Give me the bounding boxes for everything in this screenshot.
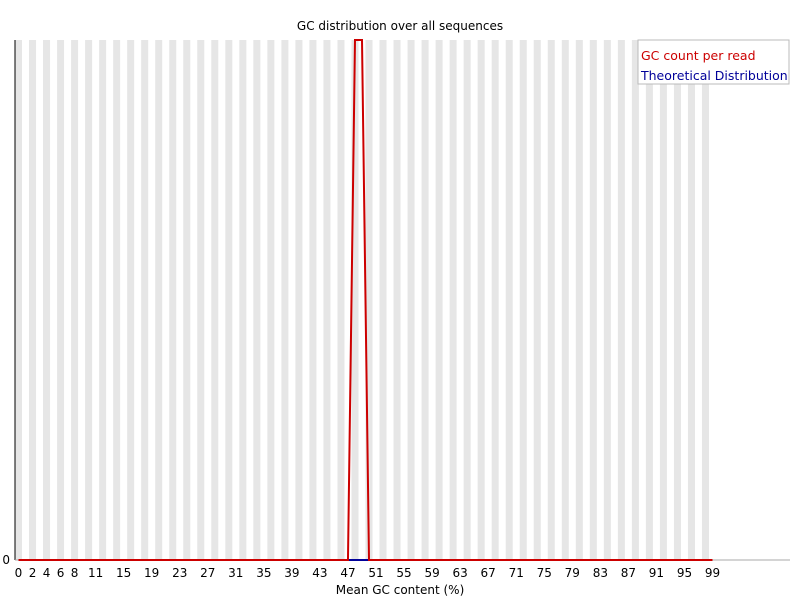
grid-band bbox=[225, 40, 233, 560]
y-tick-label: 0 bbox=[2, 553, 10, 567]
x-tick-label: 75 bbox=[537, 566, 552, 580]
legend: GC count per read Theoretical Distributi… bbox=[637, 39, 790, 85]
x-tick-label: 47 bbox=[340, 566, 355, 580]
grid-band bbox=[463, 40, 471, 560]
grid-band bbox=[393, 40, 401, 560]
x-tick-label: 99 bbox=[705, 566, 720, 580]
grid-band bbox=[197, 40, 205, 560]
grid-band bbox=[57, 40, 65, 560]
x-tick-label: 11 bbox=[88, 566, 103, 580]
grid-band bbox=[533, 40, 541, 560]
x-tick-label: 59 bbox=[424, 566, 439, 580]
grid-band bbox=[253, 40, 261, 560]
grid-band bbox=[15, 40, 23, 560]
x-axis-label: Mean GC content (%) bbox=[336, 583, 465, 597]
grid-band bbox=[239, 40, 247, 560]
grid-band bbox=[43, 40, 51, 560]
grid-band bbox=[519, 40, 527, 560]
grid-band bbox=[29, 40, 37, 560]
x-tick-label: 91 bbox=[649, 566, 664, 580]
grid-band bbox=[673, 40, 681, 560]
grid-band bbox=[575, 40, 583, 560]
x-tick-label: 23 bbox=[172, 566, 187, 580]
grid-band bbox=[309, 40, 317, 560]
x-tick-label: 0 bbox=[15, 566, 23, 580]
grid-band bbox=[85, 40, 93, 560]
series-line-gc-count-per-read bbox=[18, 39, 713, 561]
x-tick-label: 15 bbox=[116, 566, 131, 580]
grid-band bbox=[547, 40, 555, 560]
x-tick-label: 67 bbox=[481, 566, 496, 580]
grid-band bbox=[281, 40, 289, 560]
grid-band bbox=[603, 40, 611, 560]
grid-band bbox=[659, 40, 667, 560]
grid-band bbox=[267, 40, 275, 560]
x-tick-label: 71 bbox=[509, 566, 524, 580]
y-tick-labels: 0 bbox=[2, 553, 10, 567]
x-tick-label: 6 bbox=[57, 566, 65, 580]
grid-band bbox=[687, 40, 695, 560]
x-tick-label: 2 bbox=[29, 566, 37, 580]
grid-band bbox=[155, 40, 163, 560]
grid-band bbox=[295, 40, 303, 560]
grid-band bbox=[169, 40, 177, 560]
grid-band bbox=[127, 40, 135, 560]
x-tick-label: 83 bbox=[593, 566, 608, 580]
series-lines bbox=[18, 39, 713, 561]
x-tick-label: 8 bbox=[71, 566, 79, 580]
grid-band bbox=[141, 40, 149, 560]
grid-band bbox=[379, 40, 387, 560]
x-tick-label: 43 bbox=[312, 566, 327, 580]
x-tick-label: 35 bbox=[256, 566, 271, 580]
x-tick-label: 55 bbox=[396, 566, 411, 580]
legend-box bbox=[637, 39, 790, 85]
x-tick-label: 51 bbox=[368, 566, 383, 580]
grid-band bbox=[183, 40, 191, 560]
grid-band bbox=[407, 40, 415, 560]
grid-band bbox=[113, 40, 121, 560]
x-tick-label: 39 bbox=[284, 566, 299, 580]
x-tick-label: 95 bbox=[677, 566, 692, 580]
grid-band bbox=[323, 40, 331, 560]
grid-band bbox=[99, 40, 107, 560]
x-tick-label: 27 bbox=[200, 566, 215, 580]
grid-band bbox=[505, 40, 513, 560]
grid-band bbox=[477, 40, 485, 560]
x-tick-labels: 0 2 4 6 8 11 15 19 23 27 31 35 39 43 47 51 55 59 63 67 71 75 7… bbox=[15, 566, 720, 580]
grid-bands bbox=[15, 40, 709, 560]
grid-band bbox=[435, 40, 443, 560]
grid-band bbox=[589, 40, 597, 560]
grid-band bbox=[337, 40, 345, 560]
grid-band bbox=[631, 40, 639, 560]
x-tick-label: 79 bbox=[565, 566, 580, 580]
grid-band bbox=[421, 40, 429, 560]
legend-entry-theoretical: Theoretical Distribution bbox=[640, 68, 788, 83]
grid-band bbox=[351, 40, 359, 560]
grid-band bbox=[491, 40, 499, 560]
x-tick-label: 4 bbox=[43, 566, 51, 580]
x-tick-label: 19 bbox=[144, 566, 159, 580]
legend-entry-gc-count: GC count per read bbox=[641, 48, 756, 63]
x-tick-label: 31 bbox=[228, 566, 243, 580]
grid-band bbox=[71, 40, 79, 560]
grid-band bbox=[617, 40, 625, 560]
x-tick-label: 87 bbox=[621, 566, 636, 580]
grid-band bbox=[365, 40, 373, 560]
x-tick-label: 63 bbox=[452, 566, 467, 580]
chart-title: GC distribution over all sequences bbox=[297, 19, 503, 33]
grid-band bbox=[561, 40, 569, 560]
grid-band bbox=[645, 40, 653, 560]
grid-band bbox=[449, 40, 457, 560]
grid-band bbox=[701, 40, 709, 560]
grid-band bbox=[211, 40, 219, 560]
